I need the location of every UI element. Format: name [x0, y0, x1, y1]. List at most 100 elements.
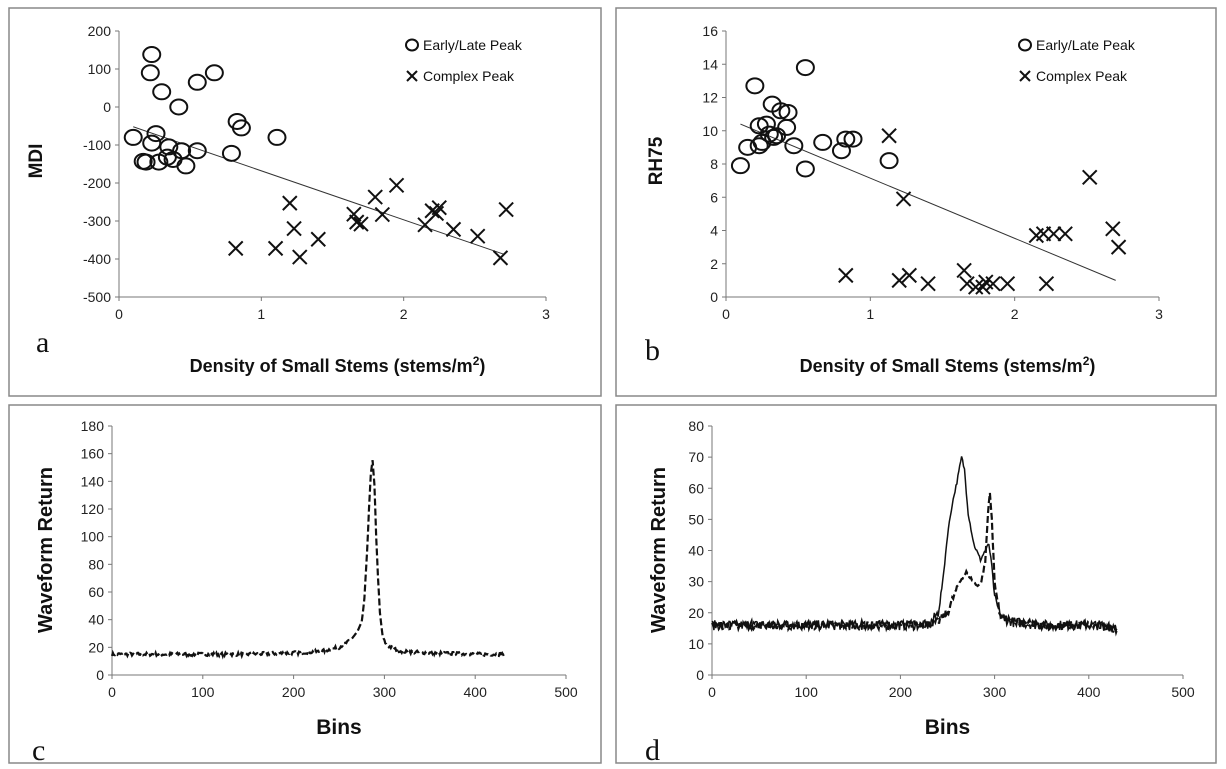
data-point-x-stroke	[431, 199, 447, 216]
x-axis-label-end: )	[1089, 356, 1095, 376]
data-point-x-stroke	[374, 206, 391, 223]
y-tick-label: 80	[688, 418, 704, 434]
y-tick-label: 60	[688, 480, 704, 496]
panel-c-frame	[8, 404, 602, 764]
data-point-x-stroke	[985, 275, 1001, 292]
waveform-series-solid	[711, 456, 1118, 633]
y-tick-label: 40	[88, 612, 104, 628]
x-tick-label: 100	[191, 684, 215, 700]
data-point-x	[292, 249, 308, 265]
data-point-x	[346, 206, 362, 222]
data-point-x-stroke	[469, 228, 486, 244]
panel-d-frame	[615, 404, 1217, 764]
x-tick-label: 300	[373, 684, 397, 700]
data-point-circle	[784, 137, 804, 155]
data-point-x	[891, 272, 907, 289]
y-tick-label: 50	[688, 511, 704, 527]
y-tick-label: 0	[103, 99, 111, 115]
data-point-x-stroke	[901, 267, 918, 284]
data-point-x-stroke	[367, 189, 383, 205]
data-point-x	[348, 214, 365, 230]
y-tick-label: 180	[81, 418, 105, 434]
data-point-x-stroke	[838, 267, 854, 284]
data-point-x-stroke	[891, 272, 907, 289]
data-point-circle	[187, 73, 207, 91]
data-point-x	[881, 128, 897, 144]
data-point-x	[959, 275, 975, 292]
data-point-x-stroke	[956, 262, 972, 279]
data-point-circle	[836, 130, 856, 148]
x-tick-label: 0	[115, 306, 123, 322]
y-tick-label: 120	[81, 501, 105, 517]
data-point-x-stroke	[492, 250, 509, 266]
trendline	[740, 123, 1116, 281]
x-tick-label: 500	[554, 684, 578, 700]
x-tick-label: 300	[983, 684, 1007, 700]
data-point-circle	[795, 59, 815, 77]
x-axis-label-end: )	[479, 356, 485, 376]
data-point-x-stroke	[286, 220, 302, 237]
data-point-x	[956, 262, 972, 279]
data-point-circle	[142, 134, 162, 152]
x-tick-label: 2	[400, 306, 408, 322]
data-point-x-stroke	[895, 191, 912, 207]
data-point-x	[920, 275, 936, 292]
data-point-circle	[221, 144, 241, 162]
panel-a-frame	[8, 7, 602, 397]
y-tick-label: 140	[81, 473, 105, 489]
data-point-circle	[204, 64, 224, 82]
y-tick-label: 8	[710, 156, 718, 172]
legend-x-marker	[406, 70, 418, 82]
y-tick-label: 0	[96, 667, 104, 683]
x-tick-label: 400	[464, 684, 488, 700]
data-point-x-stroke	[292, 249, 308, 265]
y-axis-label: Waveform Return	[648, 467, 670, 633]
data-point-x	[353, 216, 369, 232]
x-axis-label-main: Density of Small Stems (stems/m	[800, 356, 1083, 376]
data-point-x-stroke	[388, 177, 405, 193]
panel-label: d	[645, 734, 660, 767]
y-tick-label: 12	[702, 90, 718, 106]
data-point-circle	[123, 128, 143, 146]
data-point-x	[228, 240, 244, 257]
data-point-circle	[730, 157, 750, 175]
data-point-x-stroke	[1038, 275, 1055, 292]
x-tick-label: 100	[795, 684, 819, 700]
y-tick-label: 2	[710, 256, 718, 272]
x-axis-label: Density of Small Stems (stems/m2)	[190, 354, 486, 376]
waveform-series-dashed	[711, 492, 1119, 637]
panel-label: c	[32, 734, 45, 767]
data-point-circle	[267, 128, 287, 146]
x-tick-label: 0	[108, 684, 116, 700]
data-point-circle	[749, 137, 769, 155]
y-tick-label: 100	[88, 61, 112, 77]
y-tick-label: 6	[710, 189, 718, 205]
data-point-x-stroke	[999, 275, 1016, 292]
data-point-x	[445, 221, 462, 238]
x-tick-label: 400	[1077, 684, 1101, 700]
panel-d-chart: 0 10 20 30 40 50 60 70 80 0 100 200 300 400 500 Wavefor…	[645, 418, 1195, 767]
data-point-circle	[140, 64, 160, 82]
x-tick-label: 0	[722, 306, 730, 322]
panel-label: a	[36, 326, 49, 359]
legend-label: Complex Peak	[1036, 68, 1128, 84]
y-tick-label: 0	[696, 667, 704, 683]
x-axis-label-sup: 2	[1083, 354, 1090, 368]
data-point-x	[838, 267, 854, 284]
y-tick-label: 10	[702, 123, 718, 139]
data-point-x	[895, 191, 912, 207]
data-point-circle	[831, 142, 851, 160]
x-tick-label: 3	[1155, 306, 1163, 322]
y-tick-label: -400	[83, 251, 111, 267]
data-point-x-stroke	[1045, 226, 1062, 242]
data-point-x	[901, 267, 918, 284]
data-point-x	[1045, 226, 1062, 242]
data-point-circle	[176, 157, 196, 175]
data-point-x-stroke	[975, 279, 991, 295]
y-tick-label: 100	[81, 529, 105, 545]
y-axis-label: RH75	[646, 136, 667, 185]
x-axis-label: Bins	[316, 716, 362, 739]
data-point-circle	[795, 160, 815, 178]
data-point-x	[431, 199, 447, 216]
data-point-x	[1082, 169, 1098, 186]
